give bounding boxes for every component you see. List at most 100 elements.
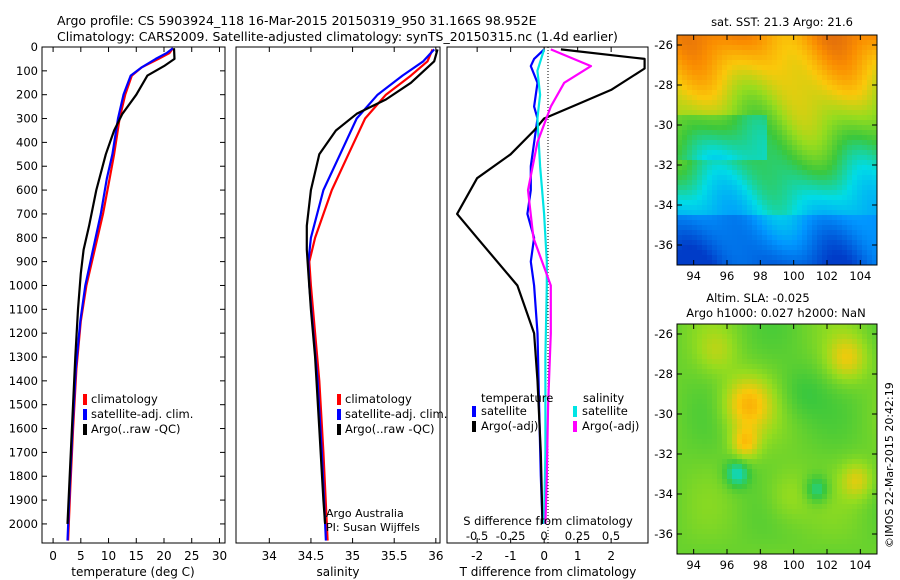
heatmap-cell xyxy=(722,509,728,515)
heatmap-cell xyxy=(702,499,708,505)
heatmap-cell xyxy=(872,369,878,375)
heatmap-cell xyxy=(767,155,773,161)
heatmap-cell xyxy=(822,369,828,375)
heatmap-cell xyxy=(742,484,748,490)
heatmap-cell xyxy=(777,444,783,450)
heatmap-cell xyxy=(842,384,848,390)
heatmap-cell xyxy=(787,324,793,330)
heatmap-cell xyxy=(822,354,828,360)
heatmap-cell xyxy=(707,544,713,550)
heatmap-cell xyxy=(757,534,763,540)
heatmap-cell xyxy=(737,125,743,131)
heatmap-cell xyxy=(697,464,703,470)
heatmap-cell xyxy=(787,205,793,211)
heatmap-cell xyxy=(687,504,693,510)
heatmap-cell xyxy=(857,175,863,181)
heatmap-cell xyxy=(872,504,878,510)
heatmap-cell xyxy=(832,155,838,161)
heatmap-cell xyxy=(807,170,813,176)
heatmap-cell xyxy=(692,394,698,400)
heatmap-cell xyxy=(737,369,743,375)
heatmap-cell xyxy=(787,359,793,365)
heatmap-cell xyxy=(757,394,763,400)
heatmap-cell xyxy=(732,434,738,440)
heatmap-cell xyxy=(762,434,768,440)
heatmap-cell xyxy=(832,539,838,545)
heatmap-cell xyxy=(762,50,768,56)
heatmap-cell xyxy=(857,479,863,485)
heatmap-cell xyxy=(717,389,723,395)
heatmap-cell xyxy=(757,454,763,460)
heatmap-cell xyxy=(812,145,818,151)
heatmap-cell xyxy=(737,444,743,450)
heatmap-cell xyxy=(872,205,878,211)
heatmap-cell xyxy=(727,245,733,251)
heatmap-cell xyxy=(712,379,718,385)
heatmap-cell xyxy=(737,329,743,335)
heatmap-cell xyxy=(712,334,718,340)
heatmap-cell xyxy=(722,489,728,495)
heatmap-cell xyxy=(732,459,738,465)
heatmap-cell xyxy=(852,549,858,555)
heatmap-cell xyxy=(822,414,828,420)
heatmap-cell xyxy=(687,35,693,41)
heatmap-cell xyxy=(702,394,708,400)
heatmap-cell xyxy=(717,50,723,56)
heatmap-cell xyxy=(722,329,728,335)
heatmap-cell xyxy=(772,250,778,256)
heatmap-cell xyxy=(752,394,758,400)
heatmap-cell xyxy=(682,544,688,550)
heatmap-cell xyxy=(832,125,838,131)
heatmap-cell xyxy=(722,175,728,181)
heatmap-cell xyxy=(772,220,778,226)
heatmap-cell xyxy=(837,210,843,216)
heatmap-cell xyxy=(737,324,743,330)
legend-label-s-argo: Argo(-adj) xyxy=(582,419,639,433)
heatmap-cell xyxy=(752,40,758,46)
heatmap-cell xyxy=(812,364,818,370)
heatmap-cell xyxy=(827,499,833,505)
heatmap-cell xyxy=(852,225,858,231)
heatmap-cell xyxy=(852,389,858,395)
heatmap-cell xyxy=(777,255,783,261)
heatmap-cell xyxy=(842,180,848,186)
heatmap-cell xyxy=(677,230,683,236)
heatmap-cell xyxy=(797,359,803,365)
heatmap-cell xyxy=(792,225,798,231)
heatmap-cell xyxy=(847,220,853,226)
heatmap-cell xyxy=(692,70,698,76)
heatmap-cell xyxy=(747,419,753,425)
heatmap-cell xyxy=(762,494,768,500)
heatmap-cell xyxy=(727,125,733,131)
heatmap-cell xyxy=(682,344,688,350)
heatmap-cell xyxy=(777,464,783,470)
heatmap-cell xyxy=(707,414,713,420)
heatmap-cell xyxy=(717,190,723,196)
heatmap-cell xyxy=(827,215,833,221)
heatmap-cell xyxy=(692,250,698,256)
heatmap-cell xyxy=(777,324,783,330)
heatmap-cell xyxy=(812,80,818,86)
heatmap-cell xyxy=(792,489,798,495)
heatmap-cell xyxy=(787,245,793,251)
heatmap-cell xyxy=(867,75,873,81)
heatmap-cell xyxy=(777,85,783,91)
heatmap-cell xyxy=(702,539,708,545)
heatmap-cell xyxy=(687,85,693,91)
heatmap-cell xyxy=(712,399,718,405)
heatmap-cell xyxy=(737,454,743,460)
heatmap-cell xyxy=(717,409,723,415)
heatmap-cell xyxy=(767,90,773,96)
heatmap-cell xyxy=(687,459,693,465)
heatmap-cell xyxy=(827,205,833,211)
heatmap-cell xyxy=(842,494,848,500)
heatmap-cell xyxy=(872,190,878,196)
heatmap-cell xyxy=(802,419,808,425)
heatmap-cell xyxy=(842,374,848,380)
heatmap-cell xyxy=(847,205,853,211)
heatmap-cell xyxy=(792,180,798,186)
heatmap-cell xyxy=(722,140,728,146)
heatmap-cell xyxy=(712,70,718,76)
heatmap-cell xyxy=(697,110,703,116)
heatmap-cell xyxy=(687,399,693,405)
